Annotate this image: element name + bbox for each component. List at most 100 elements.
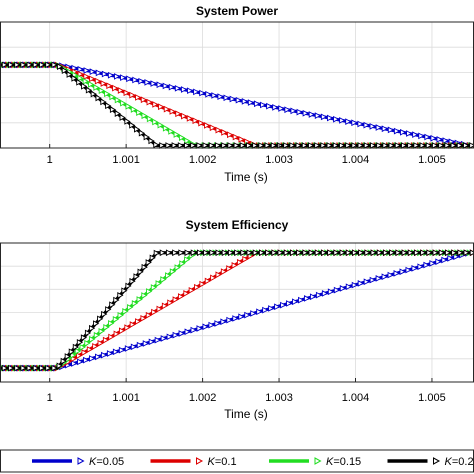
x-tick-label: 1.003 — [265, 392, 293, 404]
series-marker — [114, 110, 121, 117]
series-marker — [423, 261, 430, 269]
series-marker — [394, 142, 402, 149]
series-marker — [179, 260, 186, 267]
series-marker — [389, 249, 396, 257]
series-marker — [126, 75, 133, 83]
series-marker — [202, 323, 209, 331]
legend-marker — [314, 457, 322, 465]
series-marker — [144, 79, 151, 86]
series-marker — [280, 301, 287, 309]
series-marker — [104, 90, 111, 98]
series-marker — [137, 268, 144, 276]
series-marker — [129, 121, 136, 129]
series-marker — [272, 103, 279, 111]
series-marker — [81, 82, 88, 90]
series-marker — [160, 276, 167, 283]
series-marker — [105, 102, 112, 110]
series-marker — [309, 293, 317, 301]
series-marker — [140, 314, 147, 322]
series-marker — [357, 280, 364, 287]
series-marker — [363, 121, 370, 129]
series-marker — [196, 249, 204, 257]
series-marker — [232, 315, 239, 322]
series-marker — [438, 142, 445, 149]
legend-value: =0.2 — [452, 456, 474, 468]
series-marker — [444, 142, 451, 149]
series-marker — [327, 114, 334, 122]
series-marker — [190, 249, 197, 257]
series-marker — [1, 364, 9, 372]
series-marker — [351, 249, 359, 257]
series-marker — [266, 102, 273, 110]
series-marker — [208, 321, 215, 329]
series-marker — [314, 142, 321, 149]
series-marker — [295, 142, 302, 149]
series-marker — [112, 84, 119, 92]
series-marker — [117, 312, 124, 319]
series-marker — [193, 88, 200, 96]
x-tick-label: 1 — [47, 154, 53, 166]
series-marker — [296, 108, 303, 116]
series-marker — [76, 352, 83, 360]
series-marker — [301, 142, 309, 149]
series-marker — [102, 336, 110, 344]
series-marker — [101, 70, 109, 78]
series-marker — [381, 125, 388, 133]
series-marker — [178, 330, 185, 337]
series-marker — [320, 113, 328, 121]
series-marker — [407, 142, 414, 149]
series-marker — [131, 300, 139, 307]
series-marker — [113, 330, 120, 338]
series-marker — [192, 117, 199, 125]
series-marker — [393, 270, 400, 277]
series-marker — [351, 281, 358, 289]
series-marker — [240, 249, 247, 257]
series-marker — [292, 298, 299, 306]
series-marker — [150, 80, 157, 87]
series-marker — [405, 266, 412, 274]
series-marker — [93, 331, 101, 339]
series-marker — [113, 296, 120, 304]
series-marker — [148, 338, 155, 346]
series-marker — [314, 249, 321, 257]
series-marker — [208, 142, 216, 149]
series-marker — [181, 112, 188, 120]
series-marker — [171, 142, 178, 149]
series-marker — [238, 136, 245, 143]
series-marker — [242, 255, 249, 263]
series-marker — [265, 249, 272, 257]
series-marker — [89, 68, 96, 76]
series-marker — [375, 275, 382, 282]
series-marker — [88, 324, 96, 332]
series-marker — [155, 280, 162, 287]
series-marker — [320, 249, 328, 257]
series-marker — [289, 142, 296, 149]
series-marker — [88, 81, 95, 88]
series-marker — [98, 87, 105, 95]
legend-value: =0.05 — [96, 456, 124, 468]
series-marker — [351, 142, 358, 149]
series-marker — [274, 303, 281, 311]
series-marker — [112, 348, 120, 356]
series-marker — [161, 302, 169, 310]
series-marker — [370, 249, 377, 257]
series-marker — [469, 249, 474, 257]
series-marker — [100, 98, 107, 106]
series-marker — [221, 129, 228, 136]
series-marker — [298, 296, 305, 304]
series-marker — [153, 141, 160, 149]
series-marker — [234, 249, 241, 257]
series-marker — [158, 103, 165, 111]
series-marker — [80, 334, 88, 342]
series-marker — [227, 142, 234, 149]
legend-item: K=0.15 — [269, 456, 361, 468]
series-marker — [220, 268, 228, 275]
series-marker — [32, 364, 40, 372]
series-marker — [174, 84, 182, 92]
series-marker — [345, 118, 352, 125]
series-marker — [226, 265, 233, 272]
series-marker — [146, 98, 153, 106]
series-marker — [129, 321, 136, 328]
series-marker — [284, 106, 291, 114]
series-marker — [326, 142, 333, 149]
